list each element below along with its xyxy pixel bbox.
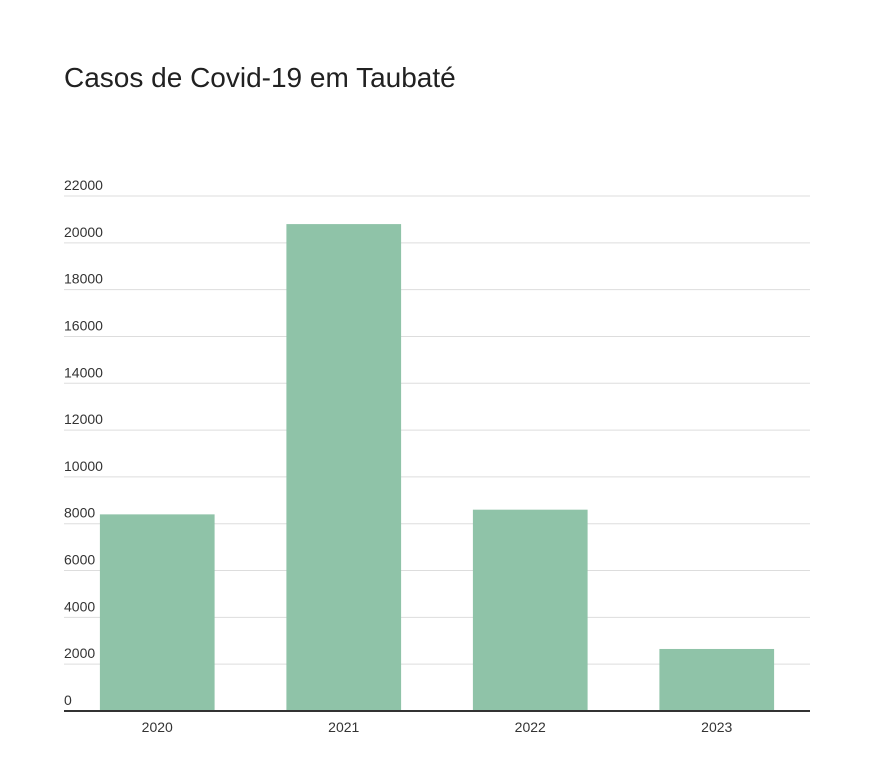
y-axis-ticks: 0 2000 4000 6000 8000 10000 12000 14000 16000 180… [64, 177, 103, 708]
x-tick-label: 2020 [142, 719, 173, 735]
y-tick-label: 0 [64, 692, 72, 708]
chart-title: Casos de Covid-19 em Taubaté [64, 62, 456, 93]
y-tick-label: 4000 [64, 598, 95, 614]
y-tick-label: 2000 [64, 645, 95, 661]
x-tick-label: 2023 [701, 719, 732, 735]
y-tick-label: 12000 [64, 411, 103, 427]
x-tick-label: 2021 [328, 719, 359, 735]
y-tick-label: 18000 [64, 271, 103, 287]
y-tick-label: 14000 [64, 364, 103, 380]
y-tick-label: 16000 [64, 317, 103, 333]
bar-2021 [286, 224, 402, 711]
y-tick-label: 10000 [64, 458, 103, 474]
x-axis-ticks: 2020 2021 2022 2023 [142, 719, 733, 735]
bar-2023 [659, 648, 775, 711]
bar-2020 [99, 514, 215, 711]
y-tick-label: 20000 [64, 224, 103, 240]
y-tick-label: 8000 [64, 505, 95, 521]
y-tick-label: 22000 [64, 177, 103, 193]
bar-2022 [472, 509, 588, 711]
x-tick-label: 2022 [515, 719, 546, 735]
y-tick-label: 6000 [64, 552, 95, 568]
bars [99, 224, 775, 711]
